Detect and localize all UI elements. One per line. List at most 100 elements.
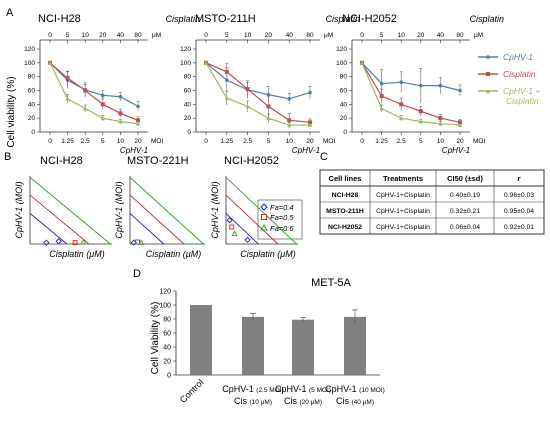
table-header-cell: r — [518, 174, 522, 183]
data-point-cisplatin — [399, 102, 404, 107]
data-point-fa05 — [229, 224, 235, 230]
data-point-cphv — [458, 88, 462, 93]
category-label: Cis (10 μM) — [234, 396, 272, 406]
data-point-cisplatin — [136, 118, 140, 123]
panel-label-d: D — [133, 268, 141, 280]
table-cell: 0.06±0.04 — [450, 224, 480, 231]
top-tick-label: 0 — [204, 32, 208, 39]
data-point-combo — [359, 60, 365, 65]
top-tick-label: 40 — [286, 32, 294, 39]
data-point-combo — [307, 122, 313, 127]
category-label-drug: Cis — [336, 396, 352, 406]
table-cell: 0.40±0.19 — [450, 192, 480, 199]
panel-d-ylabel: Cell Viability (%) — [150, 302, 161, 375]
y-axis-title: CpHV-1 (MOI) — [210, 181, 220, 238]
category-label-dose: (5 MOI) — [309, 387, 331, 394]
y-tick-label: 0 — [343, 129, 347, 136]
data-point-fa05 — [135, 239, 140, 245]
x-tick-label: 5 — [101, 138, 105, 145]
panel-label-b: B — [4, 151, 11, 163]
series-line-combo — [49, 62, 139, 125]
top-tick-label: 40 — [437, 32, 445, 39]
table-cell: NCI-H2052 — [328, 224, 362, 231]
isobole-fa04 — [29, 213, 68, 245]
isobologram-1: NCI-H28 CpHV-1 (MOI) Cisplatin (μM) — [14, 155, 112, 259]
series-line-cphv — [361, 62, 461, 92]
data-point-combo — [457, 122, 463, 127]
series-line-combo — [205, 62, 310, 126]
data-point-cphv — [419, 83, 423, 88]
top-tick-label: 80 — [134, 32, 142, 39]
data-point-cphv — [136, 104, 140, 109]
category-label: CpHV-1 (5 MOI) — [275, 384, 331, 394]
x-tick-label: 10 — [117, 138, 125, 145]
legend-marker-combo — [486, 89, 490, 93]
data-point-combo — [65, 96, 70, 101]
y-axis-title: CpHV-1 (MOI) — [114, 181, 124, 238]
y-tick-label: 0 — [31, 129, 35, 136]
legend-label-cisplatin: Cisplatin — [503, 69, 536, 79]
data-point-cisplatin — [100, 102, 105, 107]
table-cell: 0.92±0.01 — [504, 224, 534, 231]
x-tick-label: 20 — [306, 138, 314, 145]
panel-label-a: A — [6, 7, 14, 19]
category-label-drug: Cis — [234, 396, 250, 406]
panel-d: MET-5A Cell Viability (%) 0 20 40 60 80 100 12… — [150, 277, 385, 406]
chart-title: NCI-H2052 — [342, 13, 397, 25]
top-tick-label: 0 — [48, 32, 52, 39]
data-point-fa06 — [231, 230, 238, 237]
top-tick-label: 20 — [99, 32, 107, 39]
y-tick-label: 100 — [24, 60, 35, 67]
x-axis-unit: MOI — [473, 138, 485, 145]
data-point-combo — [224, 95, 229, 100]
table-cell: CpHV-1+Cisplatin — [376, 208, 430, 215]
legend-marker-fa04 — [260, 203, 268, 211]
isobologram-3: NCI-H2052 CpHV-1 (MOI) Cisplatin (μM) — [210, 155, 298, 259]
data-point-fa04 — [55, 238, 62, 245]
isobole-fa04 — [129, 213, 165, 245]
y-tick-label: 80 — [163, 317, 171, 324]
series-line-cisplatin — [49, 62, 139, 121]
top-axis-unit: μM — [152, 32, 161, 39]
x-axis-title: Cisplatin (μM) — [146, 249, 201, 259]
top-tick-label: 10 — [244, 32, 252, 39]
top-axis-unit: μM — [324, 32, 333, 39]
chart-title: MSTO-221H — [127, 155, 189, 167]
data-point-combo — [287, 122, 292, 127]
table-cell: 0.96±0.03 — [504, 192, 534, 199]
panel-label-c: C — [320, 151, 328, 163]
bar — [292, 319, 314, 375]
top-tick-label: 10 — [82, 32, 90, 39]
data-point-fa05 — [72, 240, 78, 246]
y-tick-label: 120 — [24, 46, 35, 53]
x-axis-title: CpHV-1 — [120, 146, 148, 155]
isobole-fa06 — [129, 177, 204, 245]
x-tick-label: 2.5 — [81, 138, 90, 145]
data-point-combo — [266, 115, 271, 120]
top-tick-label: 5 — [66, 32, 70, 39]
x-tick-label: 1.25 — [61, 138, 74, 145]
y-tick-label: 0 — [187, 129, 191, 136]
data-point-combo — [47, 60, 53, 65]
legend-label-fa05: Fa=0.5 — [270, 213, 294, 222]
y-tick-label: 100 — [159, 303, 171, 310]
data-point-cphv — [101, 93, 105, 98]
category-label: CpHV-1 (10 MOI) — [325, 384, 385, 394]
table-cell: CpHV-1+Cisplatin — [376, 224, 430, 231]
panel-a: Cell viability (%) CpHV-1 Cisplatin CpHV… — [6, 13, 540, 155]
legend-label-cphv: CpHV-1 — [503, 52, 533, 62]
y-tick-label: 20 — [28, 115, 36, 122]
y-tick-label: 40 — [184, 101, 192, 108]
data-point-fa06 — [138, 239, 145, 245]
x-tick-label: 20 — [456, 138, 464, 145]
series-line-cphv — [49, 62, 139, 107]
y-tick-label: 120 — [336, 46, 347, 53]
y-tick-label: 80 — [184, 74, 192, 81]
chart-title: NCI-H2052 — [224, 155, 279, 167]
category-label: Cis (20 μM) — [284, 396, 322, 406]
y-tick-label: 80 — [340, 74, 348, 81]
x-tick-label: 0 — [48, 138, 52, 145]
y-tick-label: 80 — [28, 74, 36, 81]
data-point-cphv — [379, 81, 384, 86]
legend-label-combo-2: Cisplatin — [506, 96, 539, 106]
